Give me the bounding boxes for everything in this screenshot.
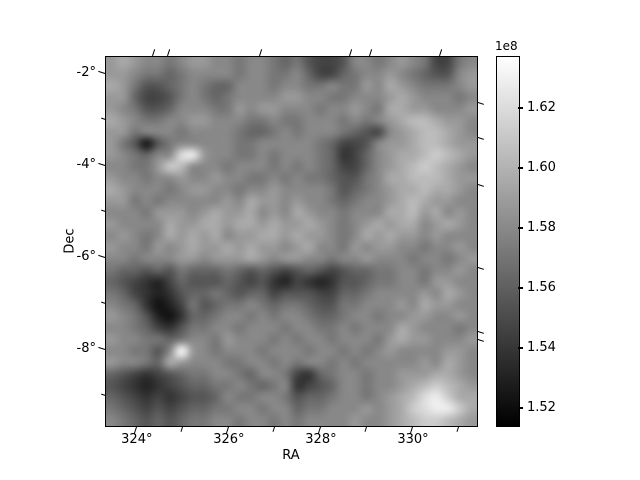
right-tick xyxy=(477,137,484,141)
colorbar xyxy=(496,56,520,427)
right-tick xyxy=(477,339,484,343)
heatmap-image xyxy=(106,57,477,426)
y-tick-label: -6° xyxy=(76,248,96,264)
colorbar-tick xyxy=(518,107,523,109)
plot-area xyxy=(105,56,478,427)
colorbar-tick xyxy=(518,347,523,349)
x-minor-tick xyxy=(457,426,460,432)
right-tick xyxy=(477,267,484,271)
colorbar-offset-label: 1e8 xyxy=(495,39,518,53)
colorbar-tick xyxy=(518,287,523,289)
x-minor-tick xyxy=(272,426,276,432)
y-tick-label: -8° xyxy=(76,341,96,357)
colorbar-tick xyxy=(518,407,523,409)
y-axis-label: Dec xyxy=(62,228,78,254)
right-tick xyxy=(477,102,484,106)
y-tick-label: -2° xyxy=(76,64,96,80)
colorbar-tick-label: 1.52 xyxy=(527,399,556,415)
colorbar-tick-label: 1.56 xyxy=(527,279,556,295)
x-tick-label: 326° xyxy=(213,432,245,447)
x-tick-label: 324° xyxy=(121,432,153,447)
colorbar-tick-label: 1.54 xyxy=(527,339,556,355)
right-tick xyxy=(477,331,484,335)
x-tick-label: 330° xyxy=(397,432,429,447)
colorbar-tick-label: 1.58 xyxy=(527,219,556,235)
y-tick-label: -4° xyxy=(76,156,96,172)
x-minor-tick xyxy=(365,426,368,432)
colorbar-tick xyxy=(518,227,523,229)
x-axis-label: RA xyxy=(282,448,300,463)
colorbar-tick xyxy=(518,167,523,169)
x-tick-label: 328° xyxy=(305,432,337,447)
right-tick xyxy=(477,184,484,188)
colorbar-tick-label: 1.60 xyxy=(527,159,556,175)
x-minor-tick xyxy=(180,426,184,432)
colorbar-tick-label: 1.62 xyxy=(527,99,556,115)
